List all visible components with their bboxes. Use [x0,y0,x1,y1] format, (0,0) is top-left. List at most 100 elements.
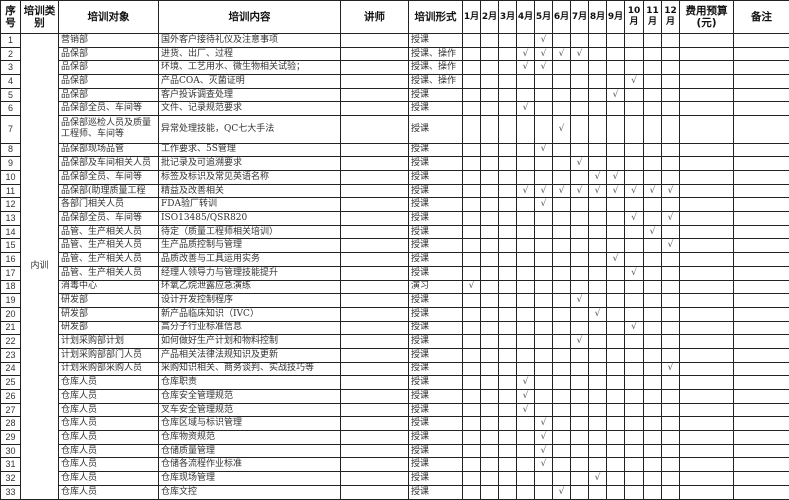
target-cell[interactable]: 仓库人员 [58,389,159,404]
trainer-cell[interactable] [340,238,409,254]
row-number-cell[interactable]: 6 [0,101,21,117]
target-cell[interactable]: 研发部 [58,320,159,336]
month-2-cell[interactable] [480,101,499,117]
month-6-cell[interactable] [552,33,571,48]
month-3-cell[interactable] [498,101,517,117]
month-9-cell[interactable] [606,279,625,295]
budget-cell[interactable] [679,197,734,213]
month-9-cell[interactable] [606,293,625,308]
month-4-cell[interactable] [516,334,535,349]
month-8-cell[interactable] [588,320,607,336]
month-4-cell[interactable] [516,306,535,322]
month-7-cell[interactable]: √ [570,334,589,349]
row-number-cell[interactable]: 16 [0,252,21,267]
month-3-cell[interactable] [498,484,517,500]
target-cell[interactable]: 品保部 [58,60,159,76]
month-11-cell[interactable] [643,457,662,473]
month-3-cell[interactable] [498,443,517,459]
remarks-cell[interactable] [733,484,789,500]
row-number-cell[interactable]: 11 [0,183,21,199]
budget-cell[interactable] [679,265,734,281]
row-number-cell[interactable]: 2 [0,46,21,62]
remarks-cell[interactable] [733,115,789,144]
target-cell[interactable]: 品保部 [58,46,159,62]
month-11-cell[interactable] [643,87,662,103]
month-4-cell[interactable] [516,33,535,48]
target-cell[interactable]: 品保部 [58,87,159,103]
budget-cell[interactable] [679,320,734,336]
month-2-cell[interactable] [480,320,499,336]
month-12-cell[interactable] [661,170,680,185]
remarks-cell[interactable] [733,74,789,89]
month-2-cell[interactable] [480,471,499,486]
target-cell[interactable]: 计划采购部部门人员 [58,347,159,363]
month-3-cell[interactable] [498,156,517,171]
content-cell[interactable]: 环境、工艺用水、微生物相关试验； [158,60,341,76]
month-2-cell[interactable] [480,416,499,432]
month-1-cell[interactable] [462,183,481,199]
form-cell[interactable]: 授课 [408,252,463,267]
trainer-cell[interactable] [340,334,409,349]
month-5-cell[interactable] [534,238,553,254]
row-number-cell[interactable]: 32 [0,471,21,486]
month-3-cell[interactable] [498,224,517,240]
budget-cell[interactable] [679,74,734,89]
month-4-cell[interactable] [516,87,535,103]
month-4-cell[interactable] [516,74,535,89]
month-7-cell[interactable] [570,60,589,76]
month-9-cell[interactable] [606,361,625,377]
month-6-cell[interactable] [552,361,571,377]
month-7-cell[interactable] [570,443,589,459]
month-9-cell[interactable] [606,320,625,336]
row-number-cell[interactable]: 19 [0,293,21,308]
trainer-cell[interactable] [340,306,409,322]
remarks-cell[interactable] [733,224,789,240]
month-4-cell[interactable] [516,170,535,185]
month-2-cell[interactable] [480,252,499,267]
month-6-cell[interactable] [552,74,571,89]
month-10-cell[interactable]: √ [624,183,644,199]
budget-cell[interactable] [679,416,734,432]
month-11-cell[interactable] [643,101,662,117]
month-4-cell[interactable]: √ [516,389,535,404]
form-cell[interactable]: 授课 [408,375,463,390]
month-6-cell[interactable] [552,101,571,117]
budget-cell[interactable] [679,156,734,171]
month-8-cell[interactable] [588,224,607,240]
row-number-cell[interactable]: 33 [0,484,21,500]
month-6-cell[interactable] [552,471,571,486]
month-3-cell[interactable] [498,320,517,336]
month-3-cell[interactable] [498,402,517,418]
form-cell[interactable]: 授课 [408,347,463,363]
month-11-cell[interactable] [643,33,662,48]
month-9-cell[interactable]: √ [606,183,625,199]
month-8-cell[interactable] [588,252,607,267]
month-3-cell[interactable] [498,306,517,322]
month-8-cell[interactable] [588,416,607,432]
trainer-cell[interactable] [340,33,409,48]
row-number-cell[interactable]: 8 [0,142,21,158]
month-7-cell[interactable] [570,115,589,144]
month-12-cell[interactable] [661,293,680,308]
budget-cell[interactable] [679,142,734,158]
month-9-cell[interactable] [606,306,625,322]
month-2-cell[interactable] [480,46,499,62]
month-8-cell[interactable]: √ [588,471,607,486]
month-6-cell[interactable] [552,252,571,267]
target-cell[interactable]: 研发部 [58,293,159,308]
month-10-cell[interactable] [624,33,644,48]
month-2-cell[interactable] [480,142,499,158]
form-cell[interactable]: 授课 [408,471,463,486]
month-7-cell[interactable] [570,142,589,158]
row-number-cell[interactable]: 18 [0,279,21,295]
form-cell[interactable]: 授课 [408,115,463,144]
month-6-cell[interactable] [552,416,571,432]
month-4-cell[interactable]: √ [516,375,535,390]
month-11-cell[interactable] [643,279,662,295]
row-number-cell[interactable]: 15 [0,238,21,254]
target-cell[interactable]: 仓库人员 [58,375,159,390]
month-1-cell[interactable] [462,33,481,48]
month-3-cell[interactable] [498,389,517,404]
month-11-cell[interactable] [643,46,662,62]
budget-cell[interactable] [679,183,734,199]
